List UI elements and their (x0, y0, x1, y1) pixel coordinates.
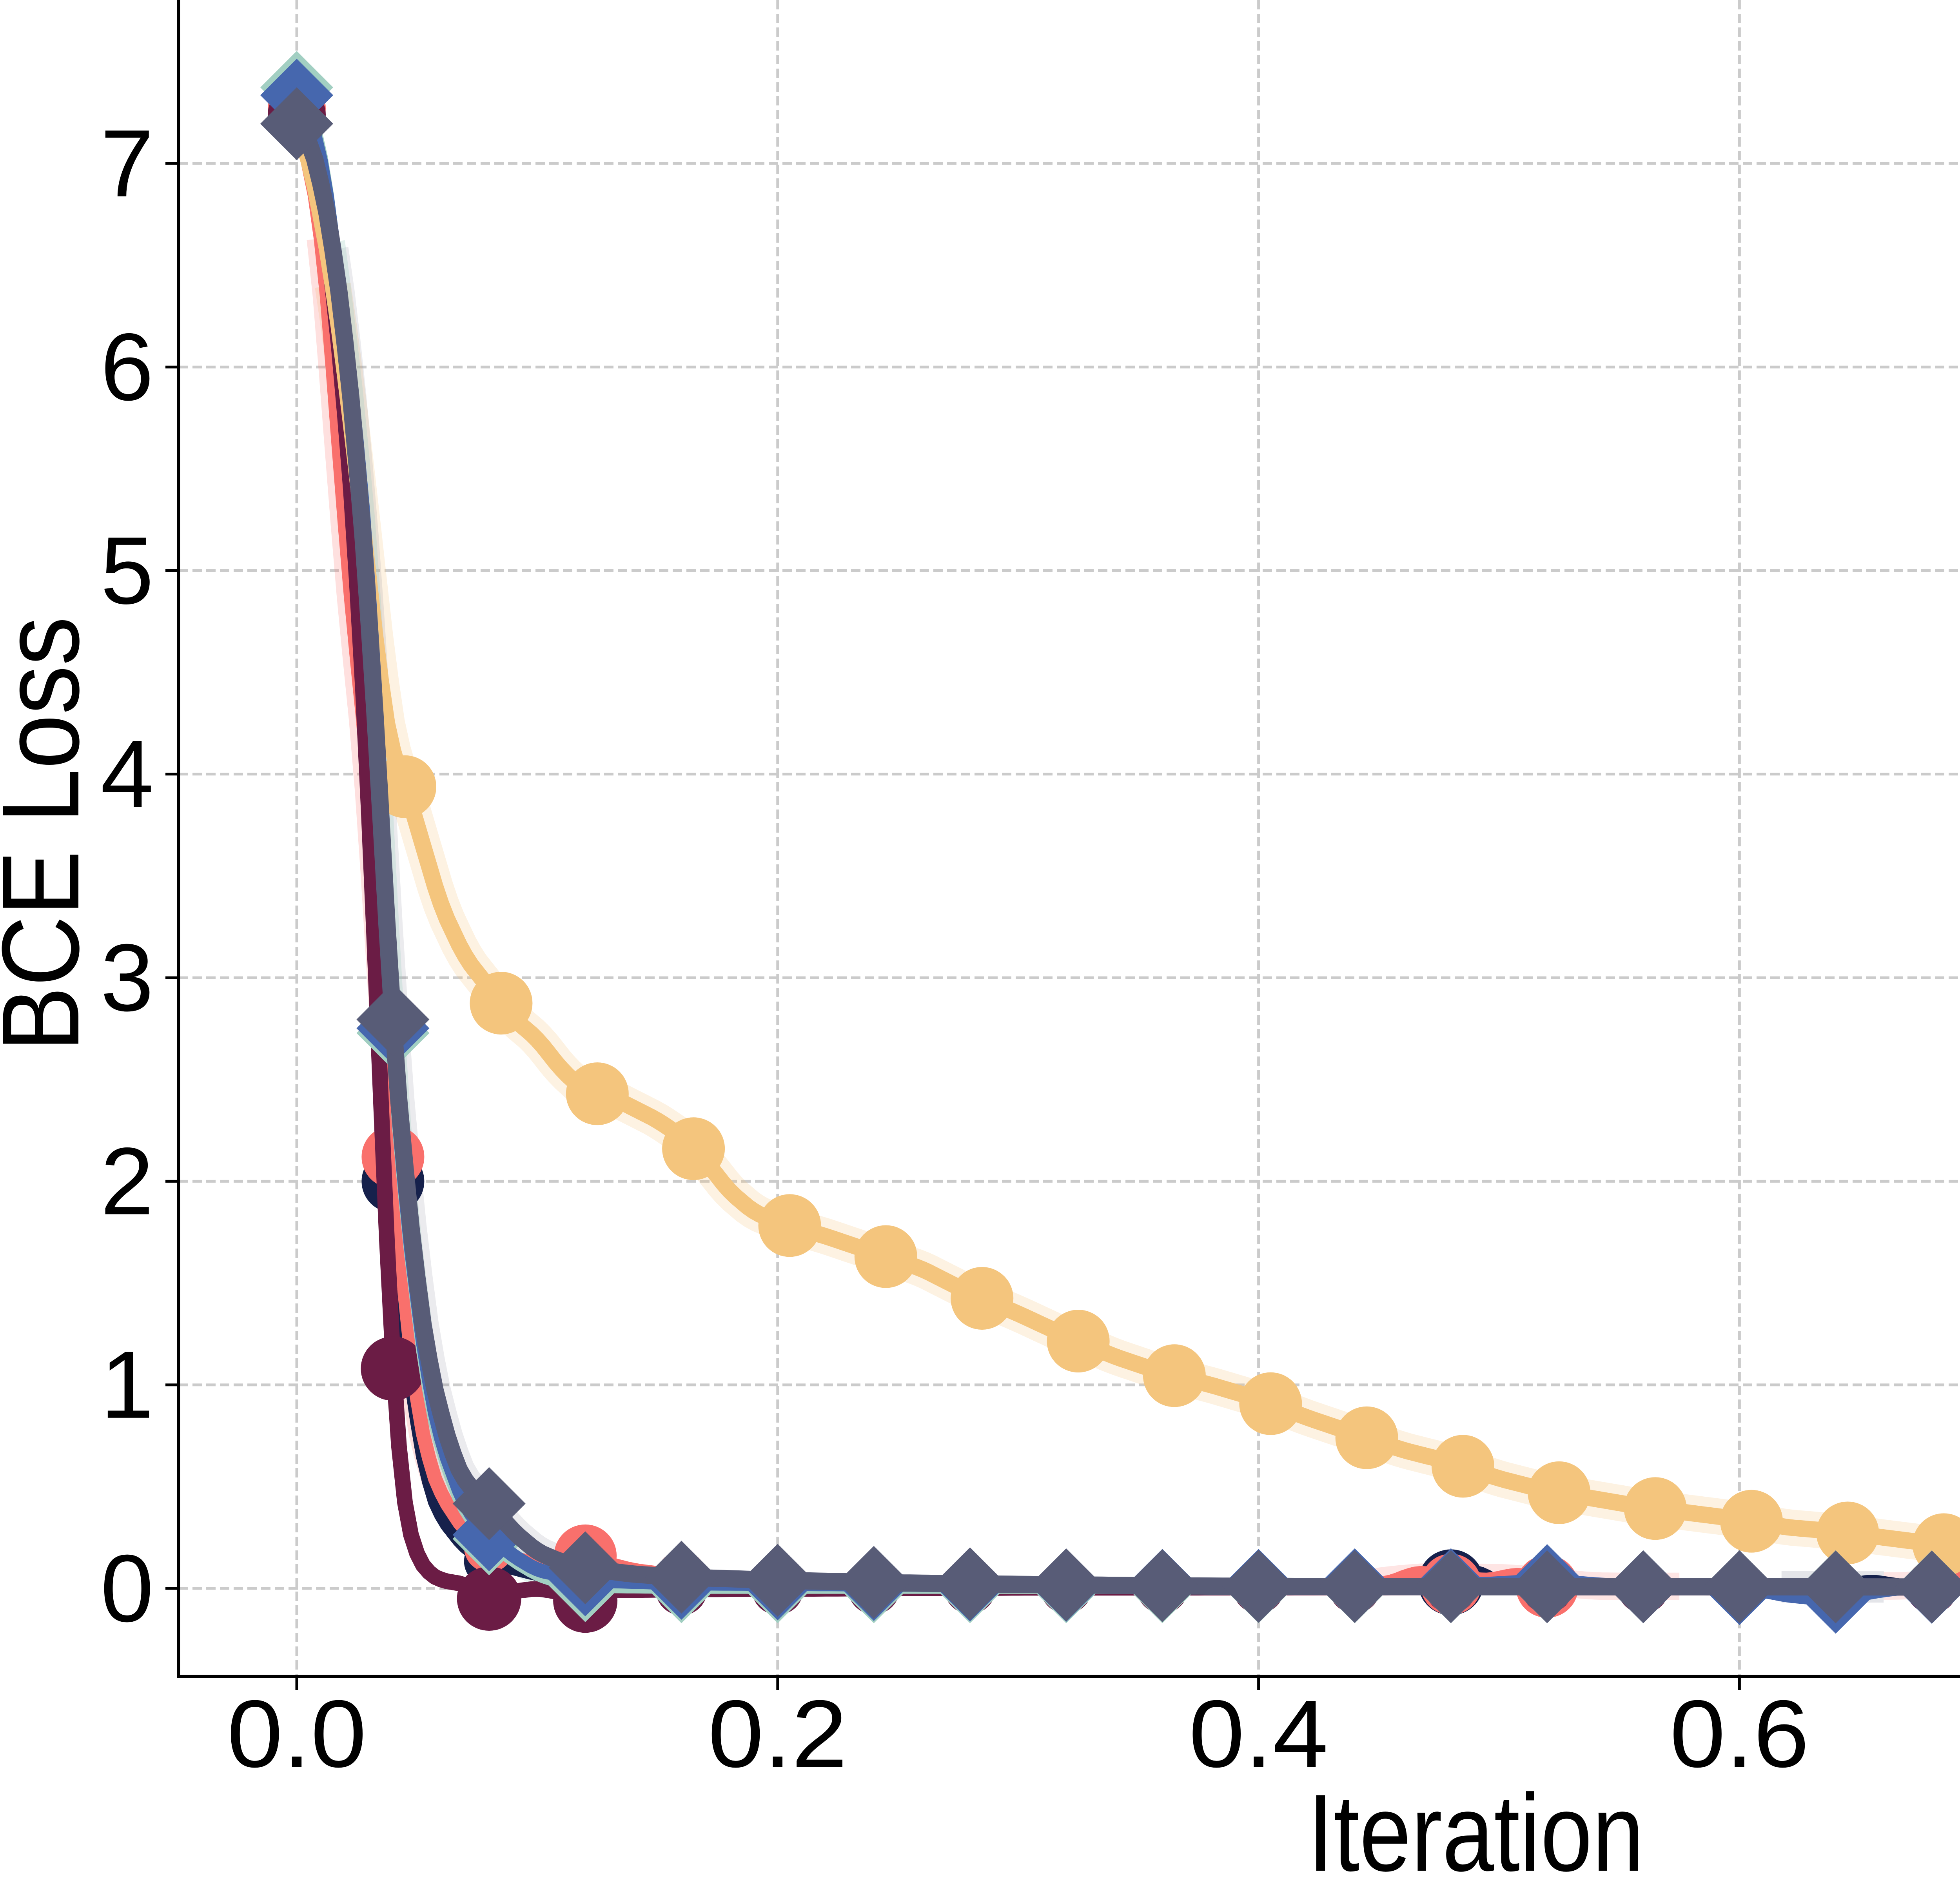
svg-text:0.4: 0.4 (1189, 1680, 1328, 1787)
svg-text:0: 0 (100, 1535, 154, 1642)
svg-text:BCE Loss: BCE Loss (0, 617, 102, 1052)
svg-text:3: 3 (100, 924, 154, 1031)
svg-text:5: 5 (100, 517, 154, 624)
svg-text:Iteration: Iteration (1308, 1772, 1644, 1884)
svg-text:0.2: 0.2 (708, 1680, 848, 1787)
svg-text:4: 4 (100, 721, 154, 828)
svg-text:0.0: 0.0 (227, 1680, 367, 1787)
svg-text:7: 7 (100, 110, 154, 217)
svg-text:1: 1 (100, 1331, 154, 1438)
svg-text:2: 2 (100, 1127, 154, 1234)
svg-text:0.6: 0.6 (1670, 1680, 1809, 1787)
svg-text:6: 6 (100, 313, 154, 420)
